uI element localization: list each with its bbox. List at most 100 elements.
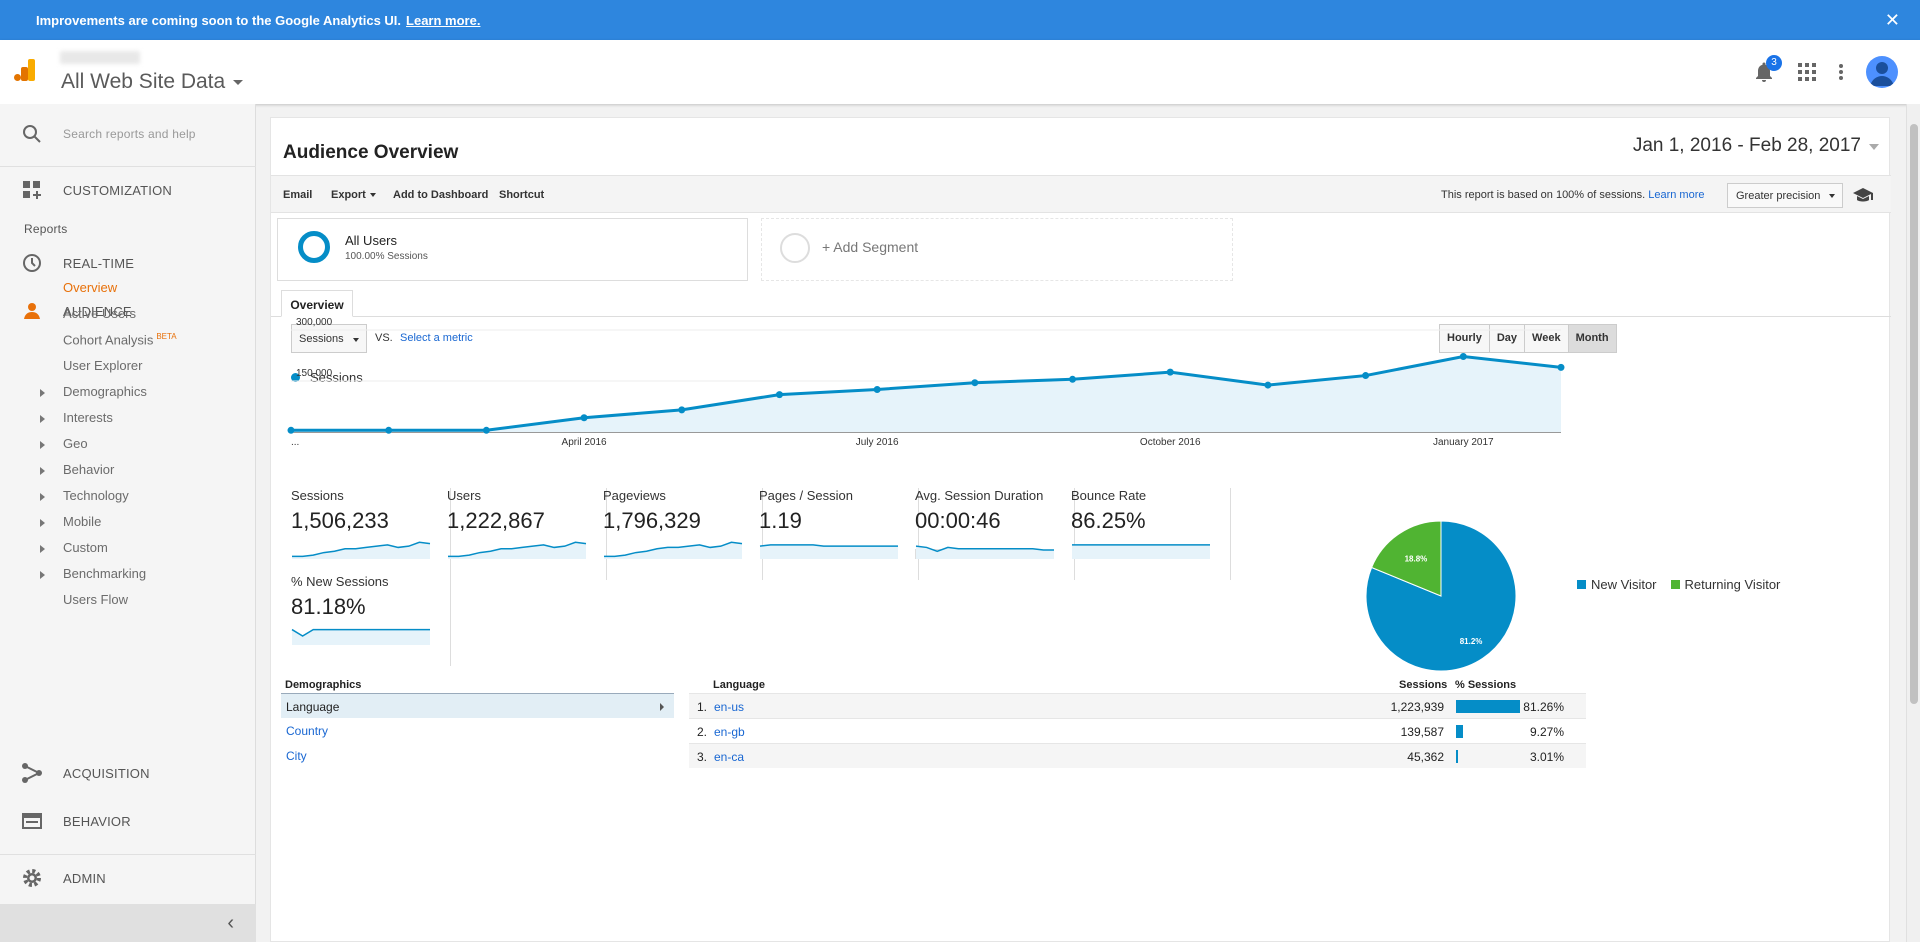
sessions-line-chart: 300,000 150,000... April 2016 July 2016 Octo… — [287, 317, 1565, 448]
data-point[interactable] — [678, 406, 686, 414]
data-point[interactable] — [482, 426, 490, 434]
sparkline-line — [759, 544, 898, 547]
sidebar-item-active-users[interactable]: Active Users — [63, 306, 136, 321]
shortcut-button[interactable]: Shortcut — [499, 189, 545, 201]
banner-text: Improvements are coming soon to the Goog… — [36, 12, 402, 28]
metric-card[interactable]: Users 1,222,867 — [447, 488, 607, 580]
behavior-icon — [22, 813, 42, 829]
data-point[interactable] — [385, 426, 393, 434]
sparkline-line — [291, 628, 430, 637]
sidebar-item-audience[interactable]: AUDIENCE — [63, 304, 132, 319]
demographics-item-language[interactable]: Language — [281, 693, 674, 718]
analytics-logo-icon[interactable] — [14, 59, 36, 81]
demographics-item-city[interactable]: City — [281, 743, 674, 768]
metric-select[interactable]: Sessions — [291, 324, 367, 353]
date-range-picker[interactable]: Jan 1, 2016 - Feb 28, 2017 — [1632, 135, 1861, 156]
apps-grid-icon[interactable] — [1798, 63, 1816, 81]
granularity-month-button[interactable]: Month — [1568, 325, 1616, 352]
pie-legend-item[interactable]: New Visitor — [1577, 577, 1657, 592]
precision-select[interactable]: Greater precision — [1727, 183, 1843, 208]
sidebar-item-users-flow[interactable]: Users Flow — [63, 592, 128, 607]
expand-triangle-icon[interactable] — [40, 415, 45, 423]
tab-bar-line — [271, 316, 1891, 317]
view-selector[interactable]: All Web Site Data — [61, 70, 244, 94]
expand-triangle-icon[interactable] — [40, 441, 45, 449]
learn-more-link[interactable]: Learn more — [1648, 189, 1705, 201]
notification-count-badge: 3 — [1766, 55, 1782, 71]
export-button[interactable]: Export — [331, 189, 376, 201]
data-point[interactable] — [971, 379, 979, 387]
select-metric-link[interactable]: Select a metric — [400, 332, 473, 344]
sidebar-item-custom[interactable]: Custom — [63, 540, 108, 555]
sidebar-item-admin[interactable]: ADMIN — [63, 871, 106, 886]
expand-triangle-icon[interactable] — [40, 545, 45, 553]
data-point[interactable] — [287, 426, 295, 434]
graduation-cap-icon[interactable] — [1853, 187, 1873, 203]
email-button[interactable]: Email — [283, 189, 313, 201]
table-row: 2. en-gb 139,587 9.27% — [689, 718, 1586, 743]
pie-slice[interactable] — [1365, 520, 1517, 672]
sidebar-item-behavior[interactable]: BEHAVIOR — [63, 814, 131, 829]
search-input[interactable]: Search reports and help — [63, 127, 196, 141]
chevron-down-icon[interactable] — [1869, 144, 1879, 150]
data-point[interactable] — [580, 414, 588, 422]
pct-sessions-value: 81.26% — [1523, 700, 1564, 714]
sidebar-item-interests[interactable]: Interests — [63, 410, 113, 425]
pie-slice-label: 18.8% — [1405, 555, 1428, 564]
tab-overview[interactable]: Overview — [281, 290, 353, 317]
expand-triangle-icon[interactable] — [40, 389, 45, 397]
language-link[interactable]: en-ca — [714, 750, 745, 764]
pie-slice[interactable] — [1370, 520, 1442, 597]
expand-triangle-icon[interactable] — [40, 571, 45, 579]
data-point[interactable] — [1459, 353, 1467, 361]
data-point[interactable] — [1264, 381, 1272, 389]
scrollbar[interactable] — [1906, 104, 1920, 942]
sidebar-item-demographics[interactable]: Demographics — [63, 384, 147, 399]
sidebar-item-overview[interactable]: Overview — [63, 280, 117, 295]
language-link[interactable]: en-us — [714, 700, 745, 714]
data-point[interactable] — [1362, 372, 1370, 380]
add-segment-button[interactable]: + Add Segment — [761, 218, 1233, 281]
sidebar-item-benchmarking[interactable]: Benchmarking — [63, 566, 146, 581]
metric-card[interactable]: Avg. Session Duration 00:00:46 — [915, 488, 1075, 580]
expand-triangle-icon[interactable] — [40, 519, 45, 527]
demographics-item-country[interactable]: Country — [281, 718, 674, 743]
sidebar-item-technology[interactable]: Technology — [63, 488, 129, 503]
metric-card[interactable]: Sessions 1,506,233 — [291, 488, 451, 580]
more-vert-icon[interactable] — [1838, 63, 1844, 81]
sidebar-item-mobile[interactable]: Mobile — [63, 514, 101, 529]
data-point[interactable] — [873, 386, 881, 393]
close-icon[interactable]: ✕ — [1884, 10, 1900, 30]
metric-card[interactable]: Bounce Rate 86.25% — [1071, 488, 1231, 580]
sidebar-item-behavior[interactable]: Behavior — [63, 462, 114, 477]
avatar[interactable] — [1866, 56, 1898, 88]
data-point[interactable] — [775, 391, 783, 399]
notifications-button[interactable]: 3 — [1752, 55, 1782, 84]
sidebar-item-realtime[interactable]: REAL-TIME — [63, 256, 135, 271]
scrollbar-thumb[interactable] — [1910, 124, 1918, 704]
expand-triangle-icon[interactable] — [40, 467, 45, 475]
report-toolbar: Email Export Add to Dashboard Shortcut T… — [271, 175, 1891, 213]
segment-all-users[interactable]: All Users 100.00% Sessions — [277, 218, 748, 281]
add-to-dashboard-button[interactable]: Add to Dashboard — [393, 189, 489, 201]
row-index: 2. — [697, 725, 708, 739]
acquisition-icon — [22, 763, 42, 783]
data-point[interactable] — [1166, 368, 1174, 376]
sidebar-item-geo[interactable]: Geo — [63, 436, 88, 451]
reports-section-label: Reports — [24, 222, 68, 236]
banner-learn-more-link[interactable]: Learn more. — [406, 12, 481, 28]
sidebar-item-user-explorer[interactable]: User Explorer — [63, 358, 142, 373]
pie-legend-item[interactable]: Returning Visitor — [1670, 577, 1780, 592]
metric-card[interactable]: Pageviews 1,796,329 — [603, 488, 763, 580]
expand-triangle-icon[interactable] — [40, 493, 45, 501]
language-link[interactable]: en-gb — [714, 725, 745, 739]
sidebar-item-acquisition[interactable]: ACQUISITION — [63, 766, 150, 781]
sparkline-line — [448, 541, 587, 558]
data-point[interactable] — [1557, 363, 1565, 371]
metric-card[interactable]: Pages / Session 1.19 — [759, 488, 919, 580]
sidebar-item-cohort-analysis[interactable]: Cohort Analysis BETA — [63, 332, 177, 347]
data-point[interactable] — [1069, 375, 1077, 383]
collapse-sidebar-icon[interactable]: ‹ — [227, 912, 234, 934]
metric-card[interactable]: % New Sessions 81.18% — [291, 574, 451, 666]
sidebar-item-customization[interactable]: CUSTOMIZATION — [63, 183, 173, 198]
